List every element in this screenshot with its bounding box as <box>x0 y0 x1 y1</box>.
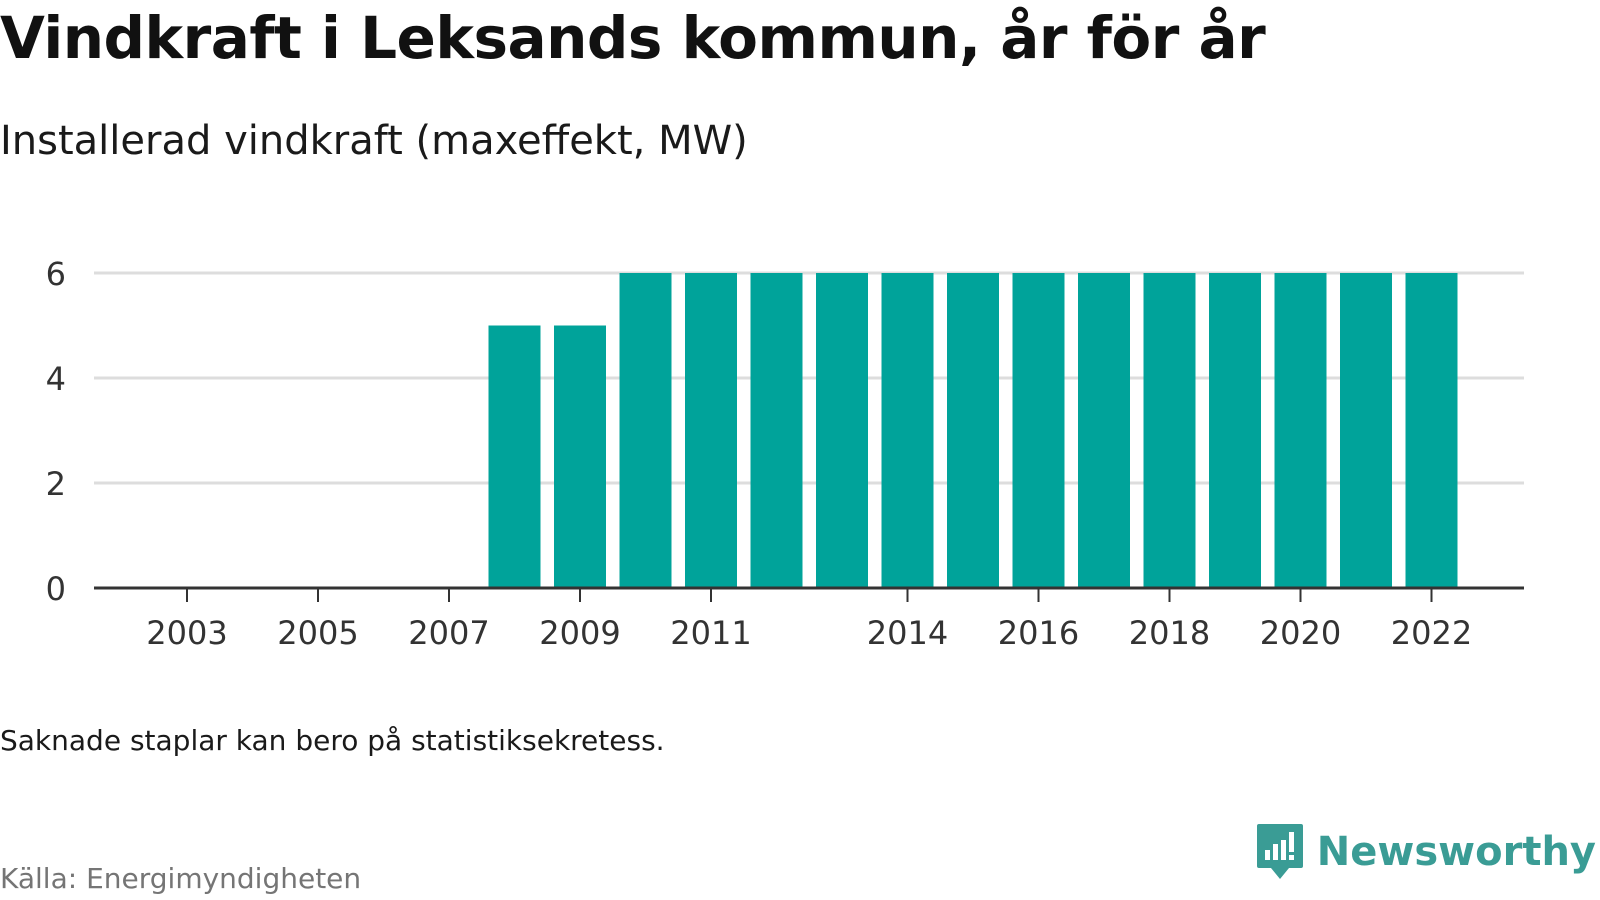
x-tick-label: 2003 <box>146 614 227 652</box>
y-tick-label: 0 <box>46 570 66 608</box>
x-tick-label: 2005 <box>277 614 358 652</box>
y-tick-label: 2 <box>46 465 66 503</box>
bar-2011 <box>685 273 737 588</box>
bar-2020 <box>1274 273 1327 588</box>
bar-2010 <box>619 273 672 588</box>
newsworthy-logo-icon <box>1256 824 1303 879</box>
x-tick-label: 2020 <box>1260 614 1341 652</box>
x-tick-label: 2022 <box>1391 614 1472 652</box>
footnote: Saknade staplar kan bero på statistiksek… <box>0 724 665 757</box>
x-tick-label: 2016 <box>998 614 1079 652</box>
bar-2016 <box>1012 273 1065 588</box>
bar-2012 <box>750 273 803 588</box>
source-credit: Källa: Energimyndigheten <box>0 862 362 895</box>
x-tick-label: 2011 <box>670 614 751 652</box>
bar-2017 <box>1078 273 1130 588</box>
bar-2013 <box>816 273 868 588</box>
x-tick-label: 2007 <box>408 614 489 652</box>
tick-labels: 0 2 4 6 2003 2005 2007 2009 2011 2014 2016 2018 2020… <box>46 255 1473 652</box>
bar-2009 <box>554 325 606 588</box>
brand-name: Newsworthy <box>1316 829 1596 875</box>
y-tick-label: 4 <box>46 360 66 398</box>
chart-title: Vindkraft i Leksands kommun, år för år <box>0 4 1266 72</box>
brand-logo: Newsworthy <box>1255 822 1596 882</box>
chart-subtitle: Installerad vindkraft (maxeffekt, MW) <box>0 118 748 164</box>
x-tick-label: 2009 <box>539 614 620 652</box>
bar-2015 <box>947 273 999 588</box>
bar-2019 <box>1209 273 1261 588</box>
bar-2008 <box>488 325 541 588</box>
bar-2021 <box>1340 273 1392 588</box>
bar-2018 <box>1143 273 1196 588</box>
bar-2022 <box>1405 273 1458 588</box>
bars <box>488 273 1458 588</box>
bar-chart: 0 2 4 6 2003 2005 2007 2009 2011 2014 2016 2018 2020… <box>46 255 1524 652</box>
bar-2014 <box>881 273 934 588</box>
y-tick-label: 6 <box>46 255 66 293</box>
x-tick-label: 2018 <box>1129 614 1210 652</box>
axes <box>94 586 1524 602</box>
x-tick-label: 2014 <box>867 614 948 652</box>
